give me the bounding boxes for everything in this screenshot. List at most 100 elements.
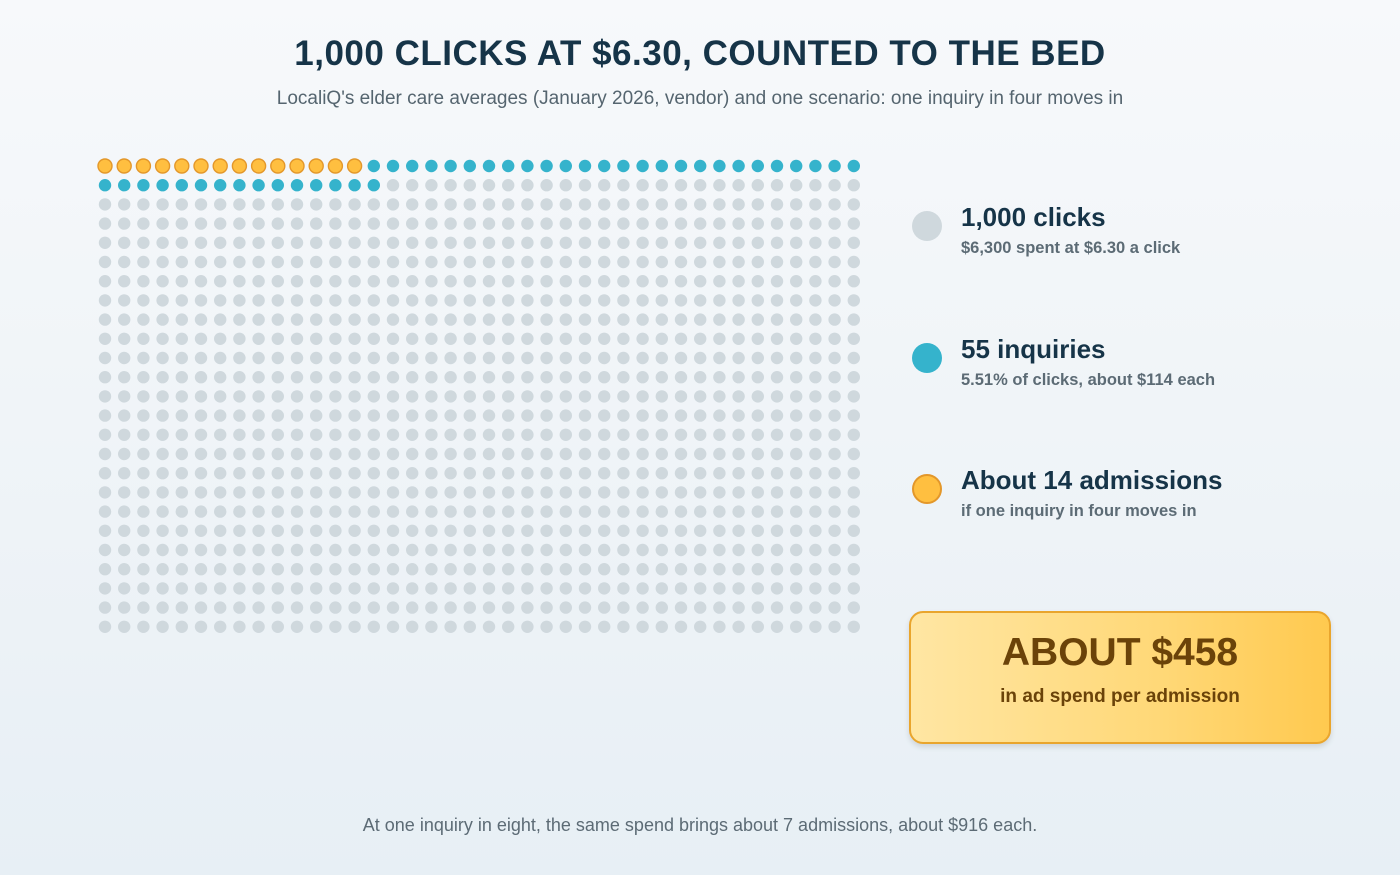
waffle-dot-click [406, 505, 419, 518]
waffle-dot-click [98, 447, 112, 461]
waffle-dot-click [348, 409, 361, 422]
waffle-dot-click [175, 505, 188, 518]
waffle-dot-click [655, 236, 668, 249]
waffle-dot-click [847, 371, 860, 384]
waffle-dot-click [406, 255, 419, 269]
waffle-dot-click [118, 524, 131, 537]
waffle-dot-click [559, 275, 572, 288]
waffle-dot-click [310, 563, 323, 576]
waffle-dot-click [271, 255, 284, 269]
waffle-dot-click [310, 236, 323, 249]
legend-sub-admissions: if one inquiry in four moves in [961, 502, 1197, 520]
waffle-dot-click [809, 217, 822, 230]
waffle-dot-click [444, 198, 457, 211]
waffle-dot-click [233, 524, 246, 537]
waffle-dot-click [674, 601, 688, 614]
waffle-dot-click [444, 409, 457, 422]
waffle-dot-click [310, 217, 323, 230]
waffle-dot-click [617, 236, 630, 249]
waffle-dot-click [502, 582, 515, 595]
waffle-dot-click [694, 255, 707, 269]
waffle-dot-click [310, 505, 323, 518]
waffle-dot-inquiry [674, 159, 688, 173]
waffle-dot-click [713, 371, 726, 384]
waffle-dot-click [252, 524, 265, 537]
waffle-dot-click [655, 582, 668, 595]
waffle-dot-click [598, 236, 611, 249]
waffle-dot-click [655, 428, 668, 441]
waffle-dot-click [290, 505, 304, 518]
waffle-dot-click [98, 563, 112, 576]
waffle-dot-click [559, 409, 572, 422]
waffle-dot-click [578, 371, 592, 384]
waffle-dot-click [386, 313, 400, 326]
waffle-dot-click [137, 524, 150, 537]
waffle-dot-click [367, 390, 380, 403]
waffle-dot-inquiry [214, 179, 227, 192]
waffle-dot-click [233, 236, 246, 249]
waffle-dot-click [751, 332, 764, 345]
waffle-dot-click [751, 582, 764, 595]
waffle-dot-click [636, 217, 649, 230]
waffle-dot-click [194, 255, 208, 269]
waffle-dot-click [521, 236, 534, 249]
waffle-dot-click [367, 332, 380, 345]
waffle-dot-click [713, 217, 726, 230]
waffle-dot-click [118, 236, 131, 249]
waffle-dot-click [137, 428, 150, 441]
waffle-dot-click [521, 505, 534, 518]
waffle-dot-click [847, 236, 860, 249]
waffle-dot-click [98, 332, 112, 345]
waffle-dot-click [425, 198, 438, 211]
waffle-dot-click [540, 275, 553, 288]
waffle-dot-click [118, 390, 131, 403]
waffle-dot-click [636, 582, 649, 595]
waffle-dot-click [828, 371, 841, 384]
waffle-dot-click [406, 236, 419, 249]
waffle-dot-click [790, 467, 803, 480]
waffle-dot-inquiry [655, 159, 668, 173]
waffle-dot-click [674, 179, 688, 192]
waffle-dot-click [175, 563, 188, 576]
waffle-dot-click [617, 428, 630, 441]
waffle-dot-click [674, 332, 688, 345]
waffle-dot-click [655, 543, 668, 557]
waffle-dot-click [655, 217, 668, 230]
waffle-dot-click [425, 524, 438, 537]
waffle-dot-click [809, 371, 822, 384]
waffle-dot-click [847, 390, 860, 403]
waffle-dot-click [790, 371, 803, 384]
waffle-dot-click [118, 505, 131, 518]
waffle-dot-click [540, 371, 553, 384]
waffle-dot-click [598, 505, 611, 518]
waffle-dot-click [655, 179, 668, 192]
waffle-dot-click [674, 524, 688, 537]
waffle-dot-click [674, 351, 688, 365]
waffle-dot-click [329, 563, 342, 576]
waffle-dot-click [732, 582, 745, 595]
waffle-dot-click [444, 582, 457, 595]
waffle-dot-admission [135, 158, 152, 174]
waffle-dot-click [310, 351, 323, 365]
waffle-dot-admission [154, 158, 171, 174]
waffle-dot-inquiry [406, 159, 419, 173]
waffle-dot-click [617, 524, 630, 537]
waffle-dot-click [329, 467, 342, 480]
waffle-dot-click [732, 409, 745, 422]
waffle-dot-click [156, 582, 169, 595]
waffle-dot-click [118, 447, 131, 461]
waffle-dot-inquiry [194, 179, 208, 192]
waffle-dot-click [463, 255, 476, 269]
waffle-dot-click [559, 524, 572, 537]
waffle-dot-click [674, 236, 688, 249]
waffle-dot-admission [270, 158, 286, 174]
waffle-dot-click [578, 313, 592, 326]
waffle-dot-click [425, 409, 438, 422]
waffle-dot-click [770, 505, 784, 518]
waffle-dot-click [406, 563, 419, 576]
waffle-dot-click [156, 351, 169, 365]
waffle-dot-click [310, 198, 323, 211]
waffle-dot-click [386, 620, 400, 633]
waffle-dot-click [156, 217, 169, 230]
waffle-dot-click [252, 447, 265, 461]
